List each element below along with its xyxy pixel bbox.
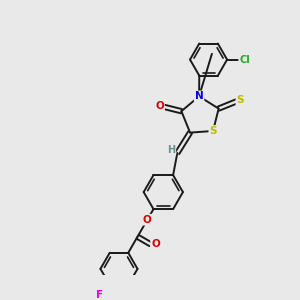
Text: S: S	[209, 126, 217, 136]
Text: S: S	[236, 95, 244, 105]
Text: O: O	[151, 239, 160, 249]
Text: Cl: Cl	[239, 55, 250, 64]
Text: O: O	[155, 101, 164, 111]
Text: O: O	[143, 215, 152, 225]
Text: N: N	[195, 92, 203, 101]
Text: F: F	[96, 290, 103, 300]
Text: H: H	[167, 145, 175, 155]
